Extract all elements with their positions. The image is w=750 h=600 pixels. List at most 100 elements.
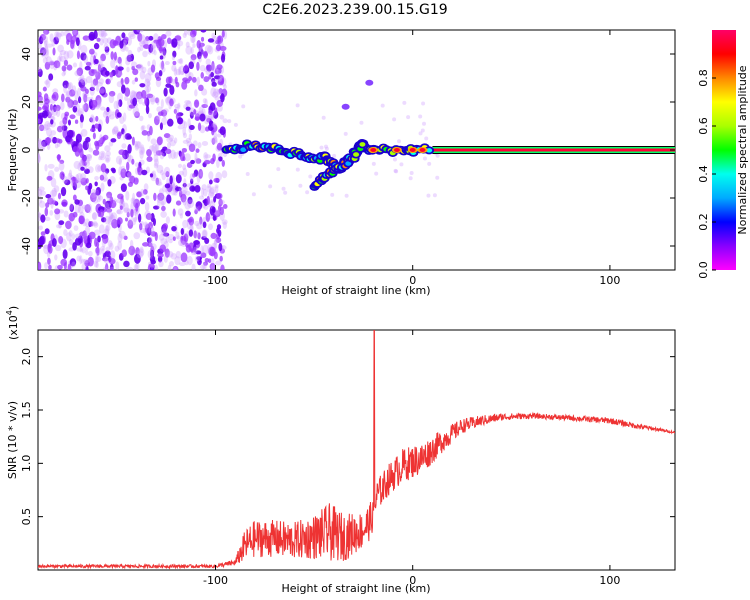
noise-speck bbox=[53, 36, 60, 45]
noise-speck bbox=[215, 44, 222, 52]
noise-speck bbox=[139, 149, 144, 160]
noise-speck bbox=[217, 80, 224, 86]
noise-speck bbox=[204, 237, 210, 244]
noise-speck bbox=[48, 73, 54, 81]
noise-speck bbox=[51, 187, 58, 198]
noise-speck bbox=[222, 204, 228, 209]
noise-speck bbox=[88, 250, 93, 257]
noise-speck bbox=[138, 248, 145, 257]
noise-speck bbox=[110, 138, 117, 143]
noise-speck bbox=[201, 184, 207, 191]
noise-speck bbox=[124, 87, 131, 97]
noise-speck bbox=[145, 105, 150, 115]
noise-speck bbox=[85, 266, 89, 270]
noise-speck bbox=[172, 236, 176, 241]
noise-speck bbox=[196, 61, 200, 71]
noise-speck bbox=[108, 114, 115, 120]
noise-speck bbox=[211, 206, 216, 213]
noise-speck bbox=[126, 152, 132, 162]
noise-speck bbox=[58, 161, 65, 171]
noise-speck bbox=[66, 50, 74, 59]
noise-speck bbox=[200, 72, 204, 79]
noise-speck bbox=[100, 163, 107, 173]
trace-peak bbox=[370, 148, 377, 152]
noise-speck bbox=[216, 88, 224, 95]
noise-speck bbox=[98, 64, 104, 71]
noise-speck bbox=[178, 65, 185, 76]
noise-speck bbox=[177, 163, 183, 168]
noise-speck bbox=[213, 240, 218, 249]
noise-speck bbox=[162, 223, 169, 231]
noise-speck bbox=[130, 208, 134, 218]
noise-speck bbox=[79, 114, 84, 123]
noise-speck bbox=[43, 102, 50, 110]
noise-speck bbox=[214, 184, 219, 189]
noise-speck bbox=[104, 145, 111, 152]
noise-speck bbox=[172, 265, 179, 270]
noise-speck bbox=[73, 225, 79, 232]
noise-speck bbox=[135, 202, 139, 212]
noise-speck bbox=[72, 105, 78, 113]
noise-speck bbox=[127, 171, 132, 178]
noise-speck bbox=[138, 115, 144, 122]
trace-blob bbox=[240, 147, 247, 152]
noise-speck bbox=[76, 178, 82, 183]
noise-speck bbox=[141, 66, 147, 74]
noise-speck bbox=[89, 192, 97, 203]
noise-speck bbox=[57, 44, 64, 53]
noise-speck bbox=[38, 225, 43, 231]
noise-speck bbox=[153, 149, 159, 157]
noise-speck bbox=[93, 58, 99, 65]
noise-speck bbox=[213, 110, 219, 119]
noise-speck bbox=[179, 151, 185, 162]
noise-speck bbox=[195, 158, 202, 164]
noise-speck bbox=[134, 77, 138, 82]
y-tick-label: 0.5 bbox=[20, 508, 33, 526]
noise-speck bbox=[151, 143, 158, 154]
noise-speck bbox=[185, 242, 189, 248]
noise-speck bbox=[188, 61, 195, 70]
noise-speck bbox=[193, 230, 197, 239]
trace-blob bbox=[353, 152, 360, 157]
noise-speck bbox=[196, 222, 203, 230]
noise-speck bbox=[118, 199, 126, 206]
noise-speck bbox=[160, 238, 168, 245]
noise-speck bbox=[165, 170, 170, 178]
noise-speck bbox=[97, 99, 102, 107]
noise-speck bbox=[71, 233, 76, 240]
noise-speck bbox=[80, 86, 87, 92]
noise-speck bbox=[191, 263, 196, 270]
noise-speck bbox=[144, 78, 151, 88]
noise-speck bbox=[89, 48, 95, 55]
noise-speck bbox=[38, 124, 43, 131]
noise-speck bbox=[95, 254, 99, 264]
noise-speck bbox=[123, 36, 129, 43]
noise-speck bbox=[39, 46, 46, 56]
noise-speck bbox=[147, 249, 154, 259]
noise-speck bbox=[160, 210, 167, 218]
noise-speck bbox=[222, 118, 228, 124]
noise-speck bbox=[99, 87, 105, 94]
noise-speck bbox=[165, 216, 171, 224]
noise-speck bbox=[132, 97, 138, 107]
noise-speck bbox=[116, 198, 123, 204]
noise-speck bbox=[178, 66, 182, 76]
noise-speck bbox=[86, 154, 92, 162]
noise-speck bbox=[144, 72, 152, 83]
noise-speck bbox=[173, 151, 178, 159]
noise-speck bbox=[99, 57, 103, 67]
noise-speck bbox=[394, 169, 399, 174]
noise-speck bbox=[109, 263, 114, 270]
noise-speck bbox=[121, 143, 127, 149]
noise-speck bbox=[100, 30, 107, 39]
noise-speck bbox=[52, 88, 59, 94]
noise-speck bbox=[186, 162, 193, 169]
noise-speck bbox=[121, 128, 125, 135]
noise-speck bbox=[104, 250, 111, 258]
noise-speck bbox=[212, 136, 218, 143]
noise-speck bbox=[140, 125, 145, 132]
noise-speck bbox=[219, 114, 225, 120]
noise-speck bbox=[208, 109, 213, 115]
noise-speck bbox=[60, 186, 67, 197]
noise-speck bbox=[204, 257, 210, 263]
